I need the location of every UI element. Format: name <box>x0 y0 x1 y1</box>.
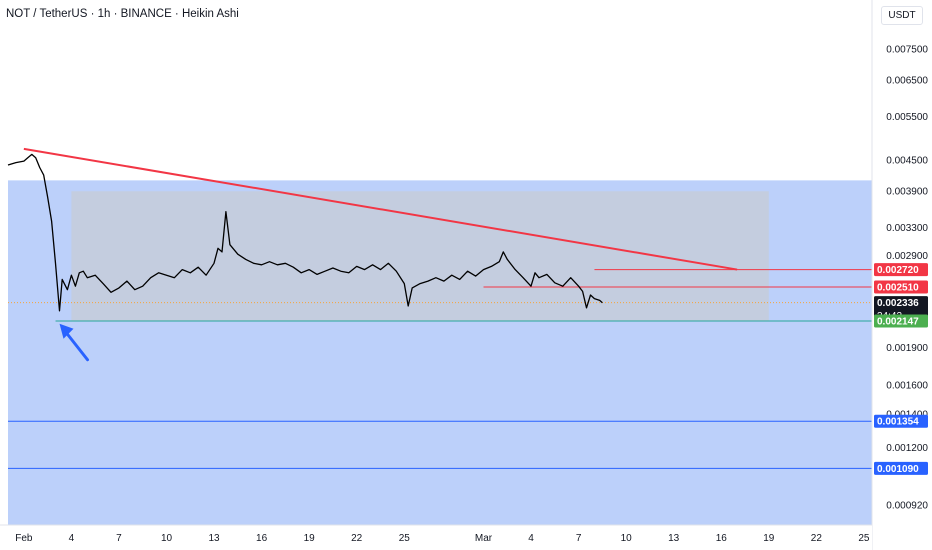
price-label-value: 0.002510 <box>877 283 919 294</box>
y-tick-label: 0.007500 <box>886 45 928 56</box>
x-tick-label: 22 <box>811 533 823 544</box>
y-tick-label: 0.003300 <box>886 223 928 234</box>
range-box <box>71 191 769 321</box>
price-label: 0.001090 <box>874 461 928 475</box>
x-tick-label: 7 <box>116 533 122 544</box>
x-tick-label: 10 <box>621 533 633 544</box>
x-tick-label: 16 <box>256 533 268 544</box>
price-label-value: 0.001354 <box>877 417 919 428</box>
x-tick-label: 13 <box>208 533 220 544</box>
currency-selector[interactable]: USDT <box>872 0 932 30</box>
trendline[interactable] <box>23 147 738 271</box>
y-tick-label: 0.006500 <box>886 76 928 87</box>
arrow-head <box>59 323 74 339</box>
arrow-shaft <box>64 330 90 362</box>
time-axis <box>0 525 872 550</box>
x-tick-label: 4 <box>69 533 75 544</box>
currency-label: USDT <box>881 5 923 25</box>
x-tick-label: 22 <box>351 533 363 544</box>
x-tick-label: 19 <box>763 533 775 544</box>
price-label-value: 0.002336 <box>877 298 919 309</box>
x-tick-label: 4 <box>528 533 534 544</box>
price-label-bg <box>874 263 928 277</box>
price-series-line[interactable] <box>7 153 603 312</box>
arrow-annotation[interactable] <box>59 323 90 362</box>
y-tick-label: 0.001200 <box>886 443 928 454</box>
x-tick-label: 10 <box>161 533 173 544</box>
x-tick-label: Mar <box>475 533 493 544</box>
price-label-value: 0.002720 <box>877 265 919 276</box>
y-tick-label: 0.002900 <box>886 251 928 262</box>
y-tick-label: 0.001900 <box>886 343 928 354</box>
y-tick-label: 0.001600 <box>886 380 928 391</box>
price-label-bg <box>874 280 928 294</box>
x-tick-label: Feb <box>15 533 33 544</box>
price-label-value: 0.001090 <box>877 464 919 475</box>
x-tick-label: 25 <box>399 533 411 544</box>
y-tick-label: 0.000920 <box>886 501 928 512</box>
chart-title: NOT / TetherUS · 1h · BINANCE · Heikin A… <box>6 8 239 20</box>
y-tick-label: 0.004500 <box>886 156 928 167</box>
price-label-bg <box>874 414 928 428</box>
price-label: 0.001354 <box>874 414 928 428</box>
price-label-bg <box>874 314 928 328</box>
y-tick-label: 0.003900 <box>886 187 928 198</box>
x-tick-label: 16 <box>716 533 728 544</box>
price-label-bg <box>874 461 928 475</box>
x-tick-label: 19 <box>304 533 316 544</box>
x-tick-label: 7 <box>576 533 582 544</box>
price-label: 0.002510 <box>874 280 928 294</box>
x-tick-label: 25 <box>858 533 870 544</box>
price-label: 0.002720 <box>874 263 928 277</box>
y-tick-label: 0.005500 <box>886 112 928 123</box>
price-label-value: 0.002147 <box>877 316 919 327</box>
x-tick-label: 13 <box>668 533 680 544</box>
price-label: 0.002147 <box>874 314 928 328</box>
